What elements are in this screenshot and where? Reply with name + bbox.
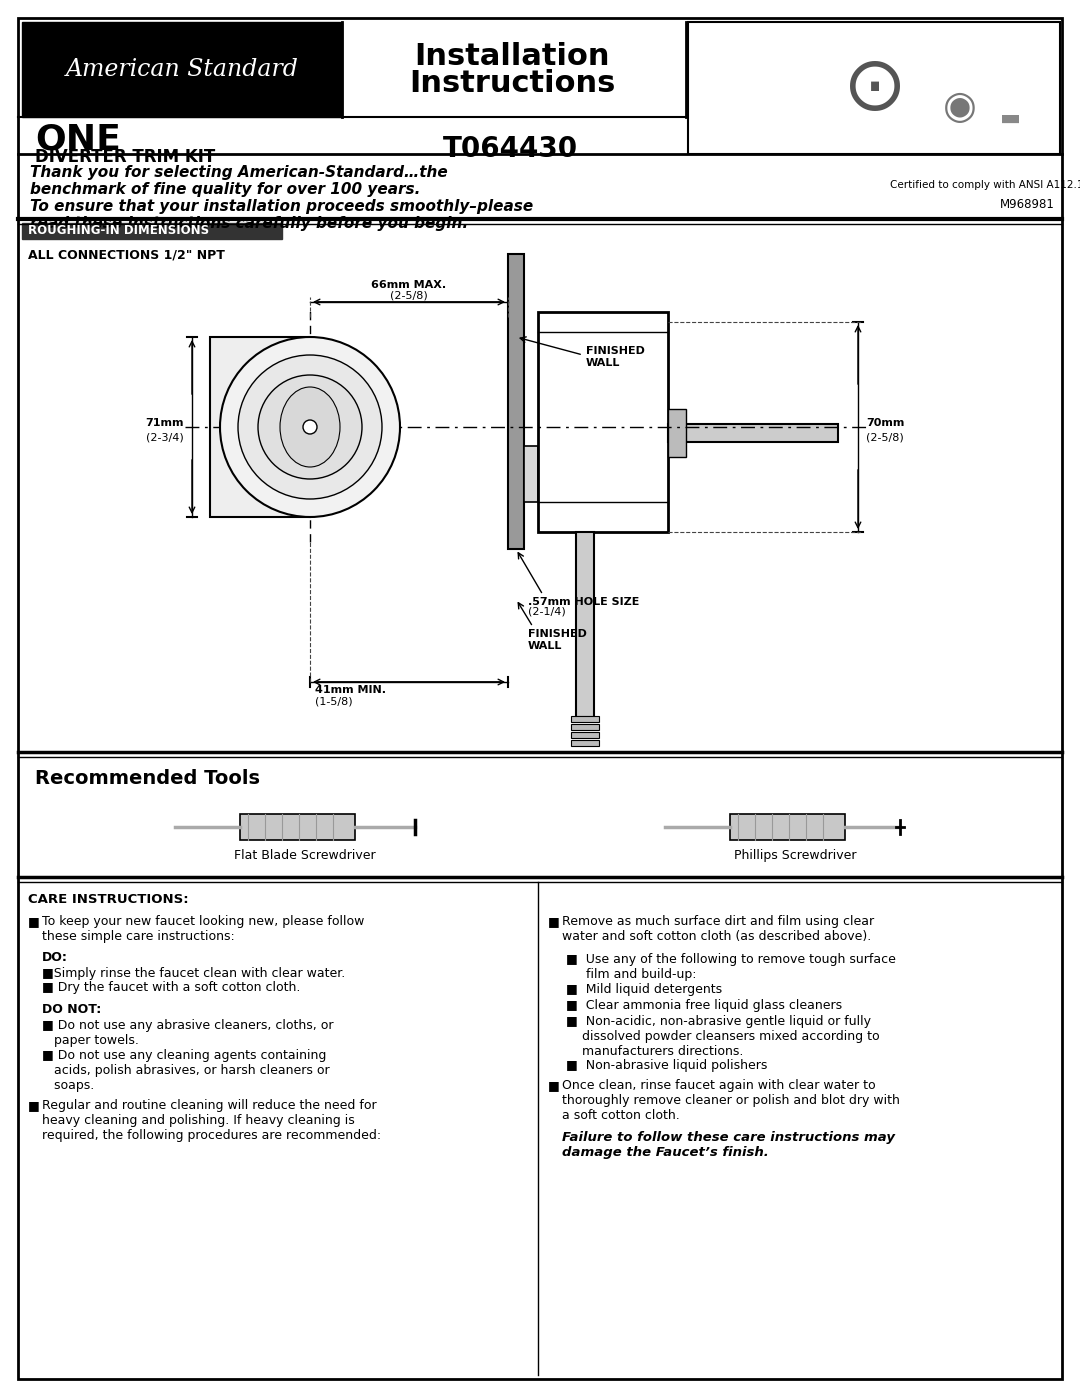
Text: ■ Do not use any abrasive cleaners, cloths, or
   paper towels.: ■ Do not use any abrasive cleaners, clot… — [42, 1018, 334, 1046]
Text: Instructions: Instructions — [409, 68, 616, 98]
Text: ■  Mild liquid detergents: ■ Mild liquid detergents — [566, 983, 723, 996]
Circle shape — [220, 337, 400, 517]
Bar — [571, 732, 599, 738]
Bar — [524, 446, 538, 502]
Text: ◉: ◉ — [943, 88, 977, 126]
Text: DIVERTER TRIM KIT: DIVERTER TRIM KIT — [35, 148, 215, 166]
Text: FINISHED
WALL: FINISHED WALL — [586, 346, 645, 367]
Text: ■  Non-acidic, non-abrasive gentle liquid or fully
    dissolved powder cleanser: ■ Non-acidic, non-abrasive gentle liquid… — [566, 1016, 879, 1058]
Text: Regular and routine cleaning will reduce the need for
heavy cleaning and polishi: Regular and routine cleaning will reduce… — [42, 1099, 381, 1141]
Text: Thank you for selecting American-Standard…the
benchmark of fine quality for over: Thank you for selecting American-Standar… — [30, 165, 448, 197]
Circle shape — [258, 374, 362, 479]
Text: ROUGHING-IN DIMENSIONS: ROUGHING-IN DIMENSIONS — [28, 225, 210, 237]
Bar — [730, 814, 845, 840]
Bar — [508, 254, 524, 549]
Bar — [576, 532, 594, 717]
Text: To ensure that your installation proceeds smoothly–please
read these instruction: To ensure that your installation proceed… — [30, 198, 534, 232]
Text: WALL: WALL — [528, 641, 563, 651]
Text: To keep your new faucet looking new, please follow
these simple care instruction: To keep your new faucet looking new, ple… — [42, 915, 364, 943]
Text: Once clean, rinse faucet again with clear water to
thoroughly remove cleaner or : Once clean, rinse faucet again with clea… — [562, 1078, 900, 1122]
Bar — [240, 814, 355, 840]
Text: M968981: M968981 — [1000, 198, 1055, 211]
Text: Recommended Tools: Recommended Tools — [35, 768, 260, 788]
Text: ■: ■ — [548, 915, 559, 928]
Ellipse shape — [280, 387, 340, 467]
Text: 70mm: 70mm — [866, 418, 904, 427]
Circle shape — [238, 355, 382, 499]
Text: FINISHED: FINISHED — [528, 629, 586, 638]
Bar — [669, 425, 838, 441]
Text: Failure to follow these care instructions may
damage the Faucet’s finish.: Failure to follow these care instruction… — [562, 1132, 895, 1160]
Text: ■: ■ — [548, 1078, 559, 1092]
Text: DO:: DO: — [42, 951, 68, 964]
Bar — [22, 224, 282, 239]
Text: (2-3/4): (2-3/4) — [146, 432, 184, 441]
Text: 66mm MAX.: 66mm MAX. — [372, 279, 446, 291]
Text: Flat Blade Screwdriver: Flat Blade Screwdriver — [234, 849, 376, 862]
Text: ▬: ▬ — [999, 109, 1021, 129]
Bar — [571, 724, 599, 731]
Circle shape — [303, 420, 318, 434]
Text: Phillips Screwdriver: Phillips Screwdriver — [733, 849, 856, 862]
Text: (2-5/8): (2-5/8) — [390, 291, 428, 300]
Text: Remove as much surface dirt and film using clear
water and soft cotton cloth (as: Remove as much surface dirt and film usi… — [562, 915, 874, 943]
Text: 71mm: 71mm — [146, 418, 184, 427]
Text: T064430: T064430 — [443, 136, 578, 163]
Bar — [571, 717, 599, 722]
Bar — [210, 337, 310, 517]
Text: 41mm MIN.: 41mm MIN. — [315, 685, 386, 694]
Text: ■  Clear ammonia free liquid glass cleaners: ■ Clear ammonia free liquid glass cleane… — [566, 999, 842, 1011]
Text: ■  Use any of the following to remove tough surface
     film and build-up:: ■ Use any of the following to remove tou… — [566, 953, 896, 981]
Text: CARE INSTRUCTIONS:: CARE INSTRUCTIONS: — [28, 893, 189, 907]
Text: (1-5/8): (1-5/8) — [315, 697, 353, 707]
Text: ■: ■ — [28, 915, 40, 928]
Bar — [538, 312, 669, 532]
Text: ■: ■ — [28, 1099, 40, 1112]
Bar — [310, 381, 338, 472]
Text: .57mm HOLE SIZE: .57mm HOLE SIZE — [528, 597, 639, 608]
Text: DO NOT:: DO NOT: — [42, 1003, 102, 1016]
Bar — [688, 22, 1059, 154]
Text: Certified to comply with ANSI A112.18.1: Certified to comply with ANSI A112.18.1 — [890, 180, 1080, 190]
Text: ■ Dry the faucet with a soft cotton cloth.: ■ Dry the faucet with a soft cotton clot… — [42, 981, 300, 995]
Bar — [669, 409, 686, 457]
Text: (2-1/4): (2-1/4) — [528, 608, 566, 617]
Text: ALL CONNECTIONS 1/2" NPT: ALL CONNECTIONS 1/2" NPT — [28, 249, 225, 263]
Text: ■Simply rinse the faucet clean with clear water.: ■Simply rinse the faucet clean with clea… — [42, 967, 346, 981]
Text: ⊙: ⊙ — [843, 52, 907, 126]
Text: (2-5/8): (2-5/8) — [866, 432, 904, 441]
Text: American Standard: American Standard — [66, 57, 298, 81]
Text: ONE: ONE — [35, 122, 121, 156]
Bar — [22, 22, 342, 117]
Text: ■ Do not use any cleaning agents containing
   acids, polish abrasives, or harsh: ■ Do not use any cleaning agents contain… — [42, 1049, 329, 1092]
Text: ■  Non-abrasive liquid polishers: ■ Non-abrasive liquid polishers — [566, 1059, 768, 1071]
Text: Installation: Installation — [415, 42, 610, 71]
Bar — [571, 740, 599, 746]
